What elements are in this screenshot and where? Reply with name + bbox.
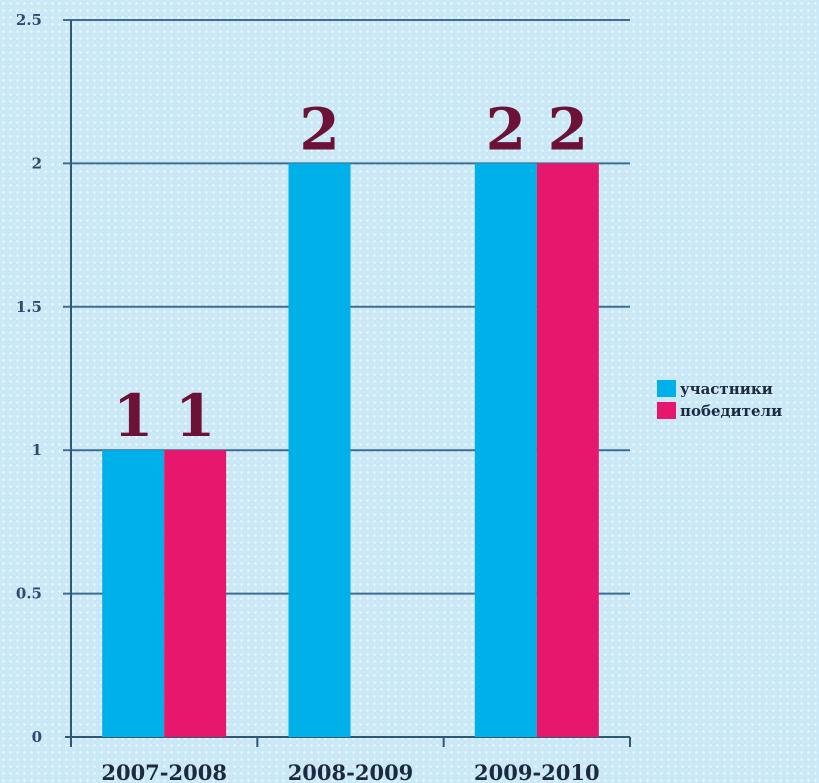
data-label: 2	[548, 95, 588, 163]
x-tick-label: 2009-2010	[474, 760, 600, 783]
y-tick-label: 2.5	[16, 11, 42, 29]
x-tick-label: 2007-2008	[101, 760, 227, 783]
bars	[102, 163, 599, 737]
legend: участники победители	[657, 380, 782, 420]
bar-участники-2008-2009	[288, 163, 351, 737]
data-label: 2	[299, 95, 339, 163]
legend-swatch-победители	[657, 402, 676, 419]
data-label: 1	[175, 382, 215, 450]
x-tick-label: 2008-2009	[288, 760, 414, 783]
y-tick-label: 1	[32, 441, 42, 459]
bar-победители-2007-2008	[164, 450, 227, 737]
bar-участники-2009-2010	[474, 163, 537, 737]
data-label: 2	[486, 95, 526, 163]
legend-label: победители	[680, 402, 782, 420]
bar-победители-2009-2010	[536, 163, 599, 737]
legend-swatch-участники	[657, 380, 676, 397]
y-tick-label: 0	[32, 728, 42, 746]
y-tick-label: 1.5	[16, 298, 42, 316]
labels: 1 12 2 2	[113, 95, 588, 450]
bar-участники-2007-2008	[102, 450, 165, 737]
y-tick-label: 0.5	[16, 585, 42, 603]
legend-label: участники	[680, 380, 773, 398]
y-tick-label: 2	[32, 154, 42, 172]
data-label: 1	[113, 382, 153, 450]
